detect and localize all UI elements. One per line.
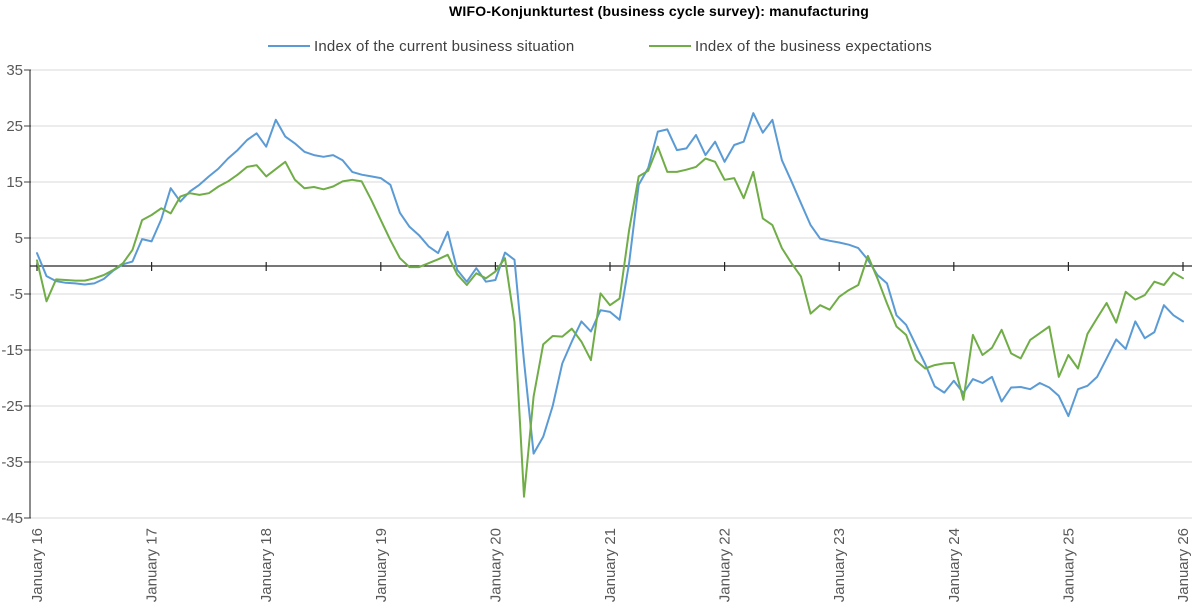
legend-item-expectations: Index of the business expectations: [649, 37, 932, 55]
y-axis-label: 25: [6, 118, 23, 135]
x-axis-label: January 19: [373, 528, 390, 602]
legend-label: Index of the business expectations: [695, 37, 932, 55]
legend-label: Index of the current business situation: [314, 37, 575, 55]
x-axis-label: January 23: [831, 528, 848, 602]
series-line-0: [36, 112, 1184, 455]
x-axis-label: January 25: [1060, 528, 1077, 602]
x-axis-label: January 18: [258, 528, 275, 602]
y-axis-label: -5: [10, 286, 23, 303]
x-axis-label: January 24: [946, 528, 963, 602]
chart-title: WIFO-Konjunkturtest (business cycle surv…: [449, 3, 869, 19]
legend-item-current-situation: Index of the current business situation: [268, 37, 575, 55]
legend-line-swatch-blue: [268, 45, 310, 47]
y-axis-label: 5: [15, 230, 23, 247]
y-axis-label: 35: [6, 62, 23, 79]
series-line-1: [36, 145, 1184, 498]
y-axis-label: 15: [6, 174, 23, 191]
legend-line-swatch-green: [649, 45, 691, 47]
x-axis-label: January 16: [29, 528, 46, 602]
y-axis-label: -45: [1, 510, 23, 527]
y-axis-label: -35: [1, 454, 23, 471]
y-axis-label: -15: [1, 342, 23, 359]
x-axis-label: January 22: [717, 528, 734, 602]
x-axis-label: January 20: [487, 528, 504, 602]
x-axis-label: January 21: [602, 528, 619, 602]
x-axis-label: January 17: [144, 528, 161, 602]
x-axis-label: January 26: [1175, 528, 1192, 602]
y-axis-label: -25: [1, 398, 23, 415]
